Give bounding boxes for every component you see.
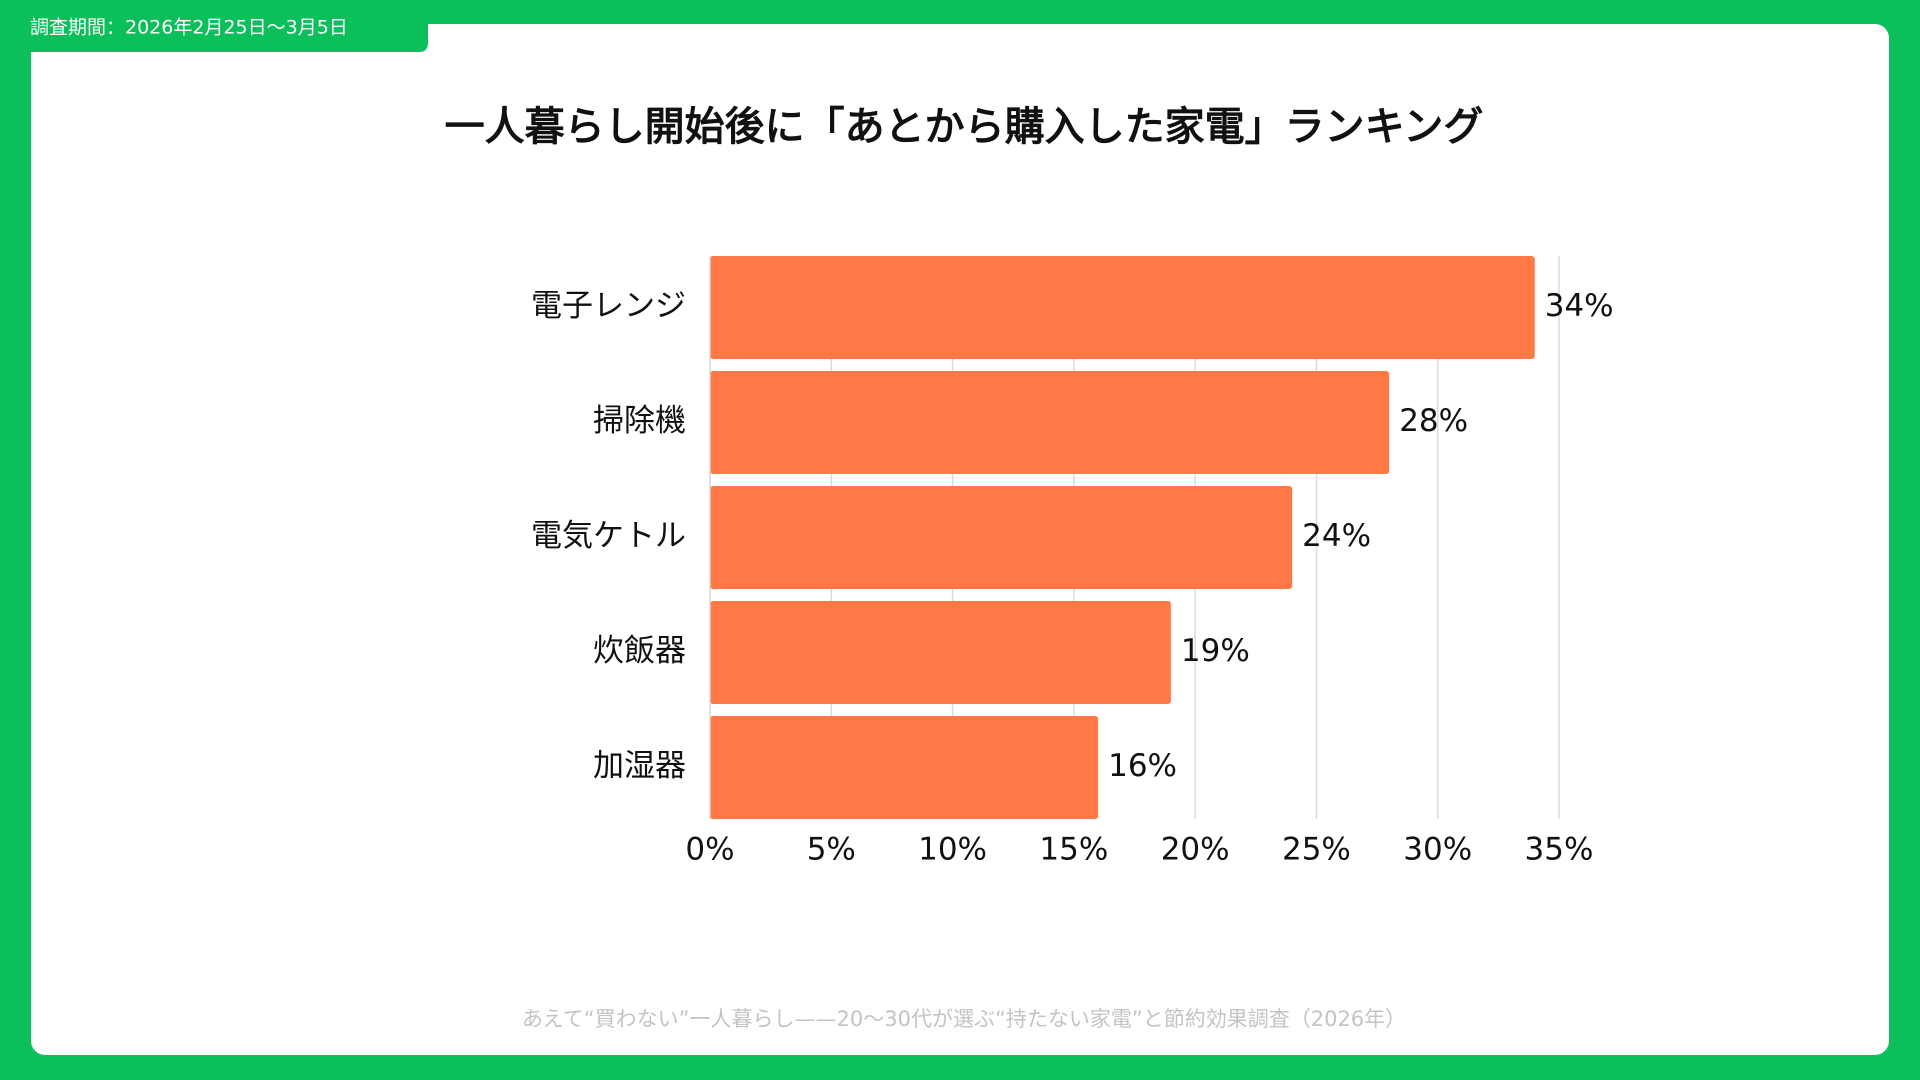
value-label: 19%: [1181, 633, 1250, 669]
y-tick-label: 電子レンジ: [531, 288, 686, 324]
chart-title: 一人暮らし開始後に「あとから購入した家電」ランキング: [445, 104, 1484, 150]
x-tick-label: 30%: [1403, 832, 1472, 868]
y-tick-label: 掃除機: [593, 403, 686, 439]
x-tick-label: 10%: [918, 832, 987, 868]
y-tick-label: 炊飯器: [593, 633, 686, 669]
bar: [710, 716, 1099, 819]
bar: [710, 256, 1535, 359]
value-label: 34%: [1545, 288, 1614, 324]
x-tick-label: 5%: [807, 832, 856, 868]
bar: [710, 486, 1293, 589]
y-tick-label: 電気ケトル: [531, 518, 686, 554]
y-tick-label: 加湿器: [593, 748, 686, 784]
value-label: 28%: [1399, 403, 1468, 439]
period-tab: [0, 0, 428, 52]
x-tick-label: 15%: [1039, 832, 1108, 868]
x-tick-label: 20%: [1161, 832, 1230, 868]
source: あえて“買わない”一人暮らし——20〜30代が選ぶ“持たない家電”と節約効果調査…: [522, 1007, 1406, 1031]
period: 調査期間：2026年2月25日〜3月5日: [30, 17, 348, 39]
x-tick-label: 35%: [1525, 832, 1594, 868]
bar: [710, 601, 1171, 704]
x-tick-label: 0%: [685, 832, 734, 868]
value-label: 16%: [1108, 748, 1177, 784]
x-tick-label: 25%: [1282, 832, 1351, 868]
value-label: 24%: [1302, 518, 1371, 554]
bar: [710, 371, 1390, 474]
